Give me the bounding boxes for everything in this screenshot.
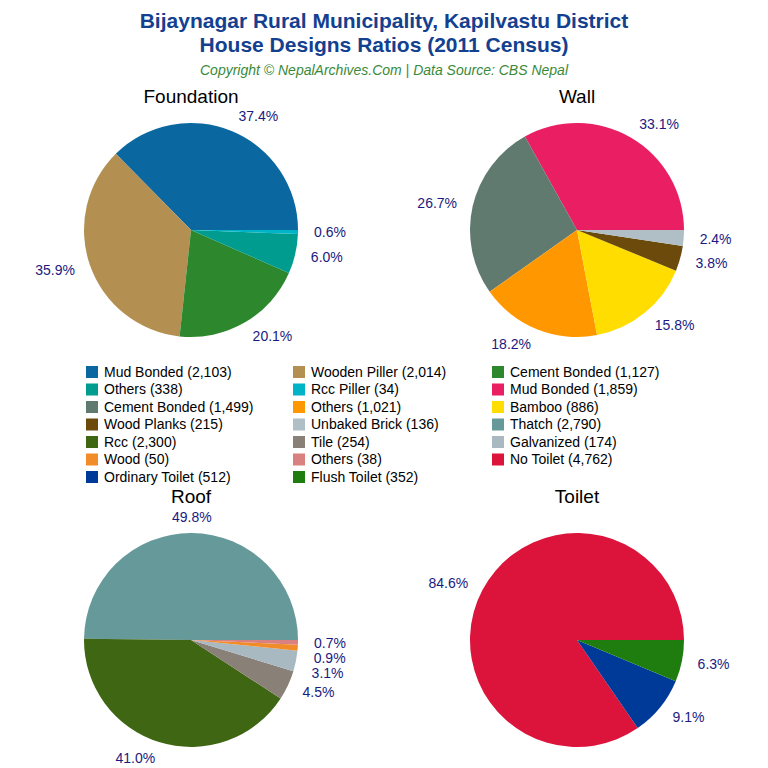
pie-title: Wall	[559, 86, 595, 107]
data-label: 33.1%	[639, 116, 679, 132]
legend-label: Rcc Piller (34)	[311, 381, 399, 397]
data-label: 9.1%	[673, 709, 705, 725]
legend-swatch	[293, 384, 305, 396]
legend-label: Galvanized (174)	[510, 434, 617, 450]
pie-title: Toilet	[555, 486, 600, 507]
legend-swatch	[293, 454, 305, 466]
data-label: 26.7%	[417, 195, 457, 211]
data-label: 0.6%	[314, 224, 346, 240]
legend-label: Others (1,021)	[311, 399, 401, 415]
legend-swatch	[293, 419, 305, 431]
data-label: 41.0%	[115, 750, 155, 766]
data-label: 0.7%	[314, 635, 346, 651]
legend-label: Mud Bonded (1,859)	[510, 381, 638, 397]
data-label: 4.5%	[302, 684, 334, 700]
legend-label: Rcc (2,300)	[104, 434, 176, 450]
legend-swatch	[86, 436, 98, 448]
legend-swatch	[293, 436, 305, 448]
legend-label: Cement Bonded (1,499)	[104, 399, 253, 415]
legend-label: Others (38)	[311, 451, 382, 467]
pie-title: Roof	[171, 486, 212, 507]
legend-label: Tile (254)	[311, 434, 370, 450]
legend-label: Mud Bonded (2,103)	[104, 364, 232, 380]
data-label: 2.4%	[700, 231, 732, 247]
legend-swatch	[86, 419, 98, 431]
data-label: 18.2%	[491, 336, 531, 352]
pie-slice	[191, 230, 298, 234]
legend-swatch	[492, 384, 504, 396]
pie-slice	[191, 640, 298, 645]
pie-slice	[84, 154, 191, 337]
legend-swatch	[293, 401, 305, 413]
legend-swatch	[492, 436, 504, 448]
legend-swatch	[293, 366, 305, 378]
legend-label: Flush Toilet (352)	[311, 469, 418, 485]
subtitle: Copyright © NepalArchives.Com | Data Sou…	[200, 62, 569, 78]
legend-label: Bamboo (886)	[510, 399, 599, 415]
pie-slice	[470, 533, 684, 747]
pie-slice	[191, 230, 298, 273]
data-label: 15.8%	[655, 317, 695, 333]
legend-label: Wood Planks (215)	[104, 416, 223, 432]
pie-group: 84.6% 9.1% 6.3%	[428, 533, 729, 747]
pie-group: 49.8% 41.0% 4.5% 3.1%0.9%0.7%	[84, 509, 346, 766]
data-label: 6.0%	[311, 249, 343, 265]
data-label: 0.9%	[314, 650, 346, 666]
title: House Designs Ratios (2011 Census)	[200, 33, 569, 56]
pie-title: Foundation	[143, 86, 238, 107]
legend-label: Thatch (2,790)	[510, 416, 601, 432]
legend-label: Others (338)	[104, 381, 183, 397]
chart-canvas: Bijaynagar Rural Municipality, Kapilvast…	[0, 0, 768, 768]
data-label: 35.9%	[35, 262, 75, 278]
legend-label: No Toilet (4,762)	[510, 451, 612, 467]
legend-label: Cement Bonded (1,127)	[510, 364, 659, 380]
legend-swatch	[86, 384, 98, 396]
legend-swatch	[492, 454, 504, 466]
data-label: 49.8%	[172, 509, 212, 525]
legend-swatch	[86, 366, 98, 378]
pie-group: 33.1% 26.7% 18.2% 15.8% 3.8% 2.4%	[417, 116, 731, 352]
pie-slice	[191, 640, 297, 671]
legend: Mud Bonded (2,103) Wooden Piller (2,014) C…	[86, 364, 659, 485]
legend-label: Ordinary Toilet (512)	[104, 469, 231, 485]
legend-label: Unbaked Brick (136)	[311, 416, 439, 432]
pie-group: 37.4% 35.9% 20.1% 6.0% 0.6%	[35, 108, 346, 344]
legend-swatch	[492, 366, 504, 378]
legend-swatch	[86, 471, 98, 483]
data-label: 37.4%	[238, 108, 278, 124]
title: Bijaynagar Rural Municipality, Kapilvast…	[140, 9, 629, 32]
legend-swatch	[293, 471, 305, 483]
legend-swatch	[492, 419, 504, 431]
pie-slice	[577, 230, 684, 246]
legend-label: Wood (50)	[104, 451, 169, 467]
legend-label: Wooden Piller (2,014)	[311, 364, 446, 380]
legend-swatch	[492, 401, 504, 413]
background	[0, 0, 768, 768]
pie-slice	[84, 533, 298, 640]
data-label: 3.8%	[696, 255, 728, 271]
data-label: 3.1%	[312, 665, 344, 681]
legend-swatch	[86, 454, 98, 466]
data-label: 6.3%	[698, 656, 730, 672]
data-label: 20.1%	[253, 328, 293, 344]
pie-slice	[577, 640, 684, 681]
data-label: 84.6%	[428, 575, 468, 591]
pie-slice	[191, 640, 298, 651]
legend-swatch	[86, 401, 98, 413]
